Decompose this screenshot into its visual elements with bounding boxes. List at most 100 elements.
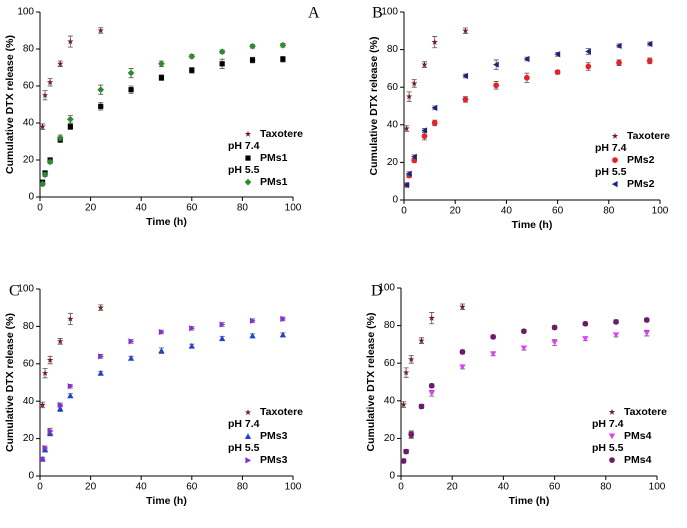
marker (219, 335, 226, 342)
marker (249, 57, 256, 63)
legend-label: Taxotere (260, 406, 303, 418)
marker (57, 337, 64, 345)
marker (46, 158, 54, 166)
legend-marker (245, 155, 251, 161)
x-tick-label: 40 (136, 482, 148, 493)
panel: 0 20 40 60 80 100 0 20 40 60 80 100 Time (h) Cumulati… (4, 283, 303, 507)
x-tick-label: 80 (600, 482, 612, 493)
marker (57, 401, 64, 409)
marker (585, 48, 591, 55)
x-tick-label: 20 (447, 482, 459, 493)
marker (520, 345, 527, 352)
x-tick-label: 20 (85, 482, 97, 493)
y-axis-label: Cumulative DTX release (%) (365, 313, 377, 452)
marker (67, 383, 74, 390)
panel-label: D (371, 283, 383, 300)
x-tick-label: 0 (37, 203, 43, 214)
marker (462, 72, 469, 80)
legend-label: PMs1 (260, 152, 288, 164)
legend-label: Taxotere (627, 130, 670, 142)
marker (585, 63, 592, 70)
marker (39, 123, 46, 130)
marker (403, 181, 410, 189)
marker (249, 317, 256, 324)
marker (459, 364, 466, 371)
marker (67, 392, 74, 399)
marker (462, 27, 469, 34)
marker (490, 334, 497, 340)
marker (279, 331, 286, 338)
marker (521, 328, 527, 335)
marker (188, 53, 196, 60)
marker (41, 91, 49, 98)
legend-heading: pH 5.5 (228, 164, 260, 176)
y-tick-label: 60 (384, 358, 396, 369)
marker (493, 61, 499, 68)
marker (127, 69, 135, 77)
marker (402, 369, 410, 376)
x-tick-label: 80 (603, 206, 615, 217)
legend-heading: pH 7.4 (592, 418, 624, 430)
x-tick-label: 100 (649, 482, 666, 493)
y-tick-label: 40 (387, 119, 399, 130)
marker (523, 55, 530, 63)
y-tick-label: 80 (387, 44, 399, 55)
x-tick-label: 0 (401, 206, 407, 217)
legend-label: PMs1 (260, 176, 288, 188)
y-tick-label: 20 (384, 433, 396, 444)
marker (46, 356, 54, 363)
x-axis-label: Time (h) (509, 495, 550, 507)
x-tick-label: 80 (237, 203, 249, 214)
marker (97, 370, 104, 376)
marker (97, 86, 105, 94)
legend-heading: pH 5.5 (228, 442, 260, 454)
marker (42, 444, 49, 452)
marker (400, 401, 407, 408)
marker (490, 351, 497, 357)
x-tick-label: 20 (85, 203, 97, 214)
x-tick-label: 60 (552, 206, 564, 217)
marker (158, 60, 165, 68)
x-axis-label: Time (h) (146, 495, 187, 507)
marker (400, 458, 407, 464)
marker (98, 353, 104, 360)
marker (189, 325, 195, 332)
legend-marker (609, 457, 615, 463)
marker (56, 134, 64, 142)
marker (46, 78, 54, 86)
legend-label: Taxotere (260, 128, 303, 140)
marker (459, 303, 466, 310)
marker (67, 38, 74, 45)
panel-label: A (308, 5, 320, 22)
marker (39, 456, 46, 463)
legend-marker (244, 433, 252, 440)
marker (188, 342, 195, 349)
marker (158, 347, 165, 354)
marker (431, 120, 438, 126)
marker (411, 80, 418, 87)
marker (428, 390, 435, 397)
legend-heading: pH 7.4 (228, 418, 260, 430)
legend-label: PMs2 (627, 154, 655, 166)
marker (428, 314, 435, 321)
legend-heading: pH 7.4 (595, 142, 627, 154)
legend-heading: pH 5.5 (595, 166, 627, 178)
x-tick-label: 40 (501, 206, 513, 217)
marker (405, 93, 413, 100)
y-tick-label: 40 (23, 118, 35, 129)
y-tick-label: 40 (23, 396, 35, 407)
legend-marker (245, 457, 252, 464)
marker (554, 69, 561, 76)
legend-marker (244, 178, 252, 186)
legend-heading: pH 5.5 (592, 442, 624, 454)
x-tick-label: 20 (450, 206, 462, 217)
y-tick-label: 100 (378, 283, 395, 294)
y-tick-label: 60 (23, 358, 35, 369)
marker (551, 324, 558, 331)
x-tick-label: 40 (498, 482, 510, 493)
x-axis-label: Time (h) (146, 216, 187, 228)
legend-marker (608, 433, 616, 440)
marker (615, 42, 622, 49)
x-tick-label: 0 (37, 482, 43, 493)
